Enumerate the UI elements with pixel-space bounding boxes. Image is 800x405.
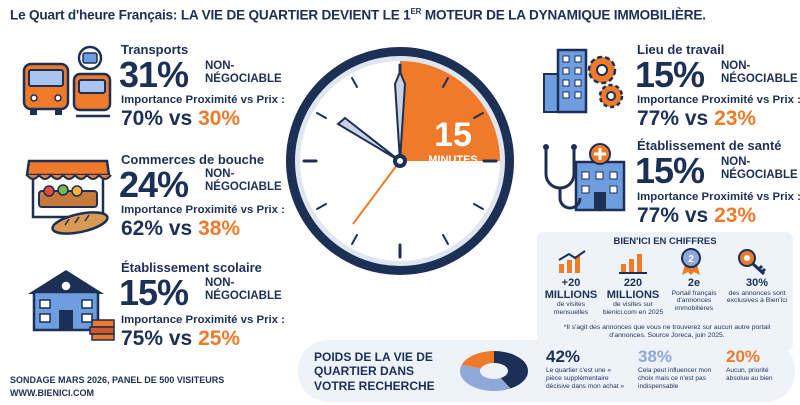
key-icon: [738, 249, 767, 276]
bar-chart-icon: [619, 254, 647, 274]
poids-desc: Cela peut influencer mon choix mais ce n…: [638, 367, 712, 390]
school-icon: [28, 270, 115, 341]
card-pct: 15%: [119, 272, 189, 313]
bienici-panel: BIEN'ICI EN CHIFFRES 2 +20 MILLIONS de vis…: [537, 232, 793, 350]
stat-exclusives: 30% des annonces sont exclusives à Bien'i…: [726, 277, 788, 305]
stat-visites-annuelles: 220 MILLIONS de visites sur bienici.com en…: [602, 277, 664, 316]
growth-chart-icon: [558, 250, 586, 273]
footer-url[interactable]: WWW.BIENICI.COM: [10, 388, 94, 398]
card-importance: Importance Proximité vs Prix :: [637, 94, 800, 106]
poids-item-1: 42% Le quartier c'est une « pièce supplé…: [546, 348, 628, 391]
donut-slice-2: [460, 364, 511, 391]
card-label: Établissement scolaire: [121, 260, 262, 275]
poids-item-2: 38% Cela peut influencer mon choix mais …: [638, 348, 716, 391]
office-gear-icon: [543, 48, 624, 114]
card-neg: NON- NÉGOCIABLE: [721, 156, 798, 182]
card-ratio: 62% vs 38%: [121, 217, 241, 240]
poids-item-3: 20% Aucun, priorité absolue au bien: [726, 348, 788, 383]
card-ratio: 77% vs 23%: [637, 107, 757, 130]
poids-panel: POIDS DE LA VIE DE QUARTIER DANS VOTRE R…: [298, 340, 795, 402]
card-ratio: 70% vs 30%: [121, 107, 241, 130]
poids-donut: [460, 351, 528, 391]
poids-desc: Aucun, priorité absolue au bien: [726, 367, 773, 382]
card-importance: Importance Proximité vs Prix :: [121, 94, 285, 106]
donut-slice-3: [461, 351, 494, 369]
card-neg: NON- NÉGOCIABLE: [721, 60, 798, 86]
card-neg: NON- NÉGOCIABLE: [205, 168, 282, 194]
bienici-title: BIEN'ICI EN CHIFFRES: [613, 236, 717, 247]
card-sante: Établissement de santé 15% NON- NÉGOCIABL…: [635, 138, 800, 228]
poids-pct: 38%: [638, 347, 673, 366]
card-travail: Lieu de travail 15% NON- NÉGOCIABLE Impor…: [635, 42, 800, 132]
card-neg: NON- NÉGOCIABLE: [205, 277, 282, 303]
bienici-note: *Il s'agit des annonces que vous ne trou…: [563, 324, 771, 340]
stat-portail: 2e Portail français d'annonces immobilièr…: [671, 277, 717, 313]
health-icon: [543, 143, 626, 212]
card-neg: NON- NÉGOCIABLE: [205, 60, 282, 86]
card-importance: Importance Proximité vs Prix :: [121, 314, 285, 326]
card-pct: 24%: [119, 164, 189, 205]
card-pct: 31%: [119, 54, 189, 95]
card-ratio: 77% vs 23%: [637, 204, 757, 227]
stat-visites-mensuelles: +20 MILLIONS de visites mensuelles: [544, 277, 598, 316]
card-label: Commerces de bouche: [121, 152, 265, 167]
card-label: Lieu de travail: [637, 42, 725, 57]
svg-text:2: 2: [688, 254, 694, 265]
poids-pct: 20%: [726, 347, 761, 366]
bus-train-icon: [22, 45, 112, 118]
medal-icon: 2: [681, 248, 701, 275]
footer-survey: SONDAGE MARS 2026, PANEL DE 500 VISITEUR…: [10, 375, 225, 385]
card-scolaire: Établissement scolaire 15% NON- NÉGOCIABL…: [119, 260, 291, 350]
donut-slice-1: [494, 351, 528, 389]
card-ratio: 75% vs 25%: [121, 327, 241, 350]
card-pct: 15%: [635, 150, 705, 191]
card-pct: 15%: [635, 54, 705, 95]
poids-title: POIDS DE LA VIE DE QUARTIER DANS VOTRE R…: [314, 350, 435, 393]
poids-pct: 42%: [546, 347, 581, 366]
clock-icon: [286, 47, 514, 275]
card-transports: Transports 31% NON- NÉGOCIABLE Importance…: [119, 42, 291, 132]
page-title: Le Quart d'heure Français: LA VIE DE QUA…: [10, 7, 706, 23]
clock-number: 15: [434, 116, 472, 154]
card-label: Établissement de santé: [637, 138, 782, 153]
market-stall-icon: [25, 159, 112, 235]
card-commerces: Commerces de bouche 24% NON- NÉGOCIABLE I…: [119, 152, 291, 242]
card-label: Transports: [121, 42, 189, 57]
poids-desc: Le quartier c'est une « pièce supplément…: [546, 367, 625, 390]
clock-unit: MINUTES: [428, 154, 478, 166]
card-importance: Importance Proximité vs Prix :: [121, 204, 285, 216]
card-importance: Importance Proximité vs Prix :: [637, 191, 800, 203]
